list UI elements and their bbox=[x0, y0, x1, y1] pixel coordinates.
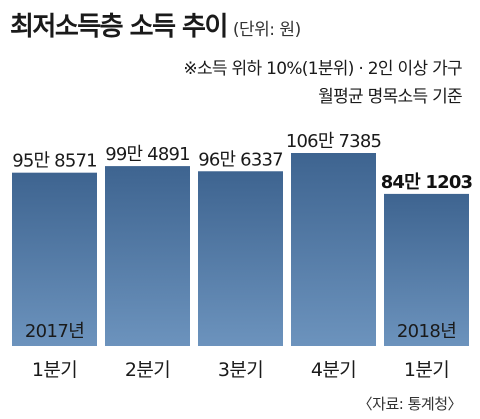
bar-5 bbox=[384, 193, 469, 346]
value-label-3: 96만 6337 bbox=[198, 149, 283, 170]
year-label-1: 2017년 bbox=[25, 321, 84, 342]
category-label-3: 3분기 bbox=[218, 359, 263, 381]
note-line-2: 월평균 명목소득 기준 bbox=[318, 87, 463, 107]
year-label-5: 2018년 bbox=[397, 321, 456, 342]
unit-label: (단위: 원) bbox=[232, 20, 301, 40]
bar-3 bbox=[198, 171, 283, 346]
bar-1 bbox=[12, 172, 97, 346]
bars-group: 95만 8571 2017년 1분기 99만 4891 2분기 96만 6337 3분기 10… bbox=[12, 131, 473, 381]
value-label-2: 99만 4891 bbox=[105, 144, 190, 165]
note-line-1: ※소득 위하 10%(1분위) · 2인 이상 가구 bbox=[183, 59, 462, 79]
category-label-4: 4분기 bbox=[311, 359, 356, 381]
bar-2 bbox=[105, 166, 190, 346]
category-label-1: 1분기 bbox=[32, 359, 77, 381]
category-label-5: 1분기 bbox=[404, 359, 449, 381]
bar-4 bbox=[291, 153, 376, 346]
value-label-4: 106만 7385 bbox=[286, 131, 381, 152]
value-label-1: 95만 8571 bbox=[12, 151, 97, 172]
value-label-5: 84만 1203 bbox=[381, 172, 473, 193]
category-label-2: 2분기 bbox=[125, 359, 170, 381]
chart-title: 최저소득층 소득 추이 bbox=[10, 12, 228, 42]
source-label: 〈자료: 통계청〉 bbox=[357, 395, 463, 413]
chart-title-row: 최저소득층 소득 추이 (단위: 원) bbox=[10, 6, 301, 43]
